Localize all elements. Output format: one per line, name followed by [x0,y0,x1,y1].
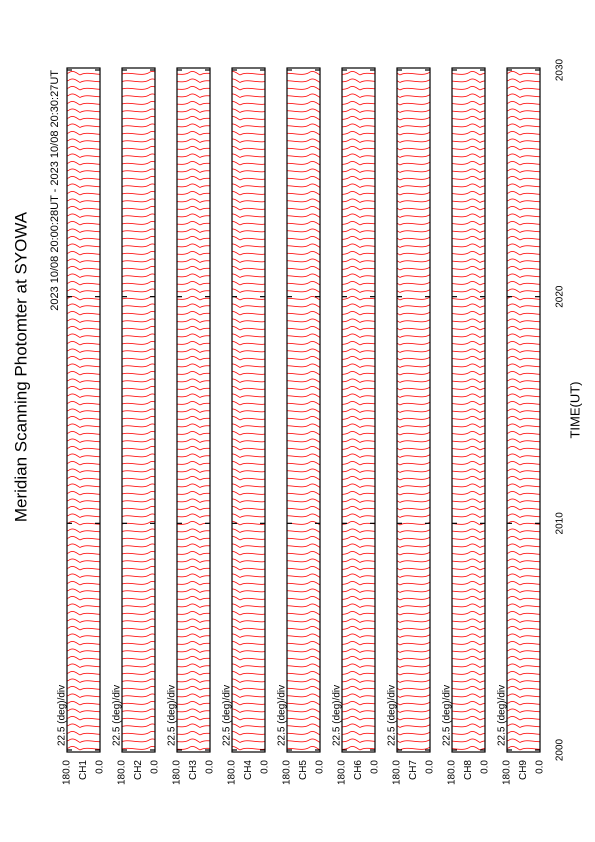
panel-label: CH9 [518,760,529,780]
y-tick-label: 180.0 [227,760,238,785]
panel-scale: 22.5 (deg)/div [112,685,123,746]
panel-label: CH1 [78,760,89,780]
y-tick-label: 0.0 [150,760,161,774]
panel-label: CH7 [408,760,419,780]
trace-area [397,68,430,752]
trace-area [67,68,100,752]
chart-subtitle: 2023 10/08 20:00:28UT - 2023 10/08 20:30… [49,70,61,311]
trace-area [122,68,155,752]
x-tick-label: 2010 [555,512,566,535]
panel-label: CH5 [298,760,309,780]
panel-scale: 22.5 (deg)/div [497,685,508,746]
panel-label: CH2 [133,760,144,780]
chart-title: Meridian Scanning Photomter at SYOWA [11,211,30,522]
panel-scale: 22.5 (deg)/div [167,685,178,746]
trace-area [452,68,485,752]
y-tick-label: 180.0 [172,760,183,785]
panel-frame [451,67,486,753]
y-tick-label: 0.0 [315,760,326,774]
x-axis-label: TIME(UT) [567,381,582,438]
trace-area [287,68,320,752]
x-tick-label: 2020 [555,285,566,308]
panel-scale: 22.5 (deg)/div [57,685,68,746]
panel-label: CH3 [188,760,199,780]
y-tick-label: 180.0 [117,760,128,785]
panel-label: CH8 [463,760,474,780]
panel-scale: 22.5 (deg)/div [277,685,288,746]
panel-scale: 22.5 (deg)/div [332,685,343,746]
panel-frame [506,67,541,753]
panel-scale: 22.5 (deg)/div [442,685,453,746]
panel-scale: 22.5 (deg)/div [387,685,398,746]
panel-frame [176,67,211,753]
panel-label: CH6 [353,760,364,780]
rotated-plot: Meridian Scanning Photomter at SYOWA 202… [11,58,582,785]
x-tick-label: 2000 [555,738,566,761]
y-tick-label: 180.0 [282,760,293,785]
y-tick-label: 180.0 [62,760,73,785]
panel-frame [121,67,156,753]
panel-frame [66,67,101,753]
y-tick-label: 180.0 [392,760,403,785]
panel-frame [286,67,321,753]
y-tick-label: 180.0 [337,760,348,785]
y-tick-label: 0.0 [370,760,381,774]
trace-area [232,68,265,752]
trace-area [177,68,210,752]
y-tick-label: 180.0 [447,760,458,785]
y-tick-label: 0.0 [260,760,271,774]
trace-area [342,68,375,752]
y-tick-label: 0.0 [205,760,216,774]
y-tick-label: 0.0 [480,760,491,774]
x-tick-label: 2030 [555,58,566,81]
y-tick-label: 0.0 [535,760,546,774]
panel-frame [231,67,266,753]
panel-label: CH4 [243,760,254,780]
y-tick-label: 180.0 [502,760,513,785]
trace-area [507,68,540,752]
y-tick-label: 0.0 [95,760,106,774]
y-tick-label: 0.0 [425,760,436,774]
panel-frame [341,67,376,753]
panel-frame [396,67,431,753]
panel-scale: 22.5 (deg)/div [222,685,233,746]
